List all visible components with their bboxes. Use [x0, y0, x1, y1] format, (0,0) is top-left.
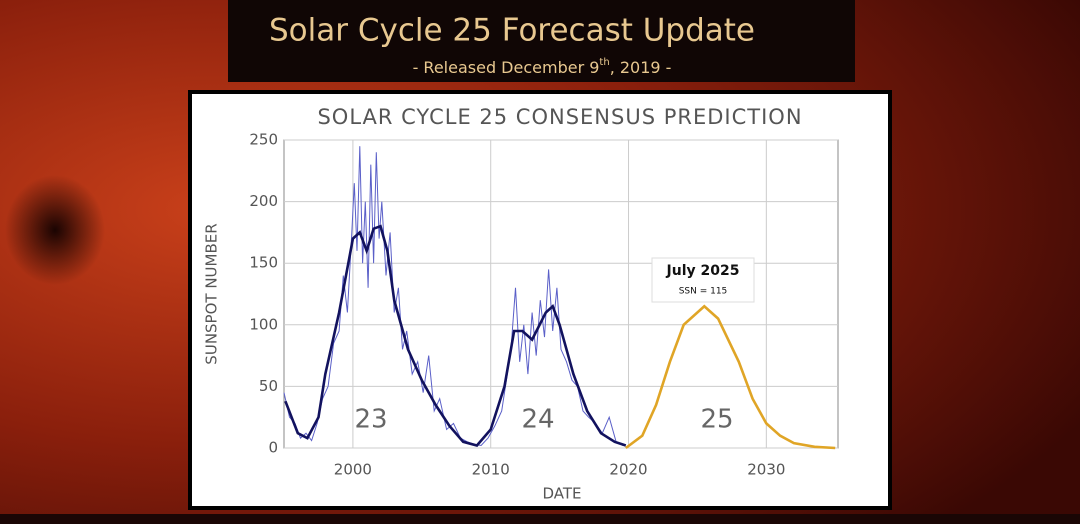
- cycle-label: 25: [700, 405, 733, 435]
- annotation-title: July 2025: [666, 263, 740, 279]
- x-tick-label: 2000: [334, 461, 372, 479]
- header-title: Solar Cycle 25 Forecast Update: [269, 13, 755, 49]
- cycle-label: 23: [354, 405, 387, 435]
- x-axis-label: DATE: [542, 485, 581, 503]
- header-subtitle: - Released December 9th, 2019 -: [413, 57, 672, 77]
- x-tick-label: 2010: [472, 461, 510, 479]
- series-line: [284, 224, 627, 447]
- x-tick-label: 2020: [609, 461, 647, 479]
- y-tick-label: 0: [268, 439, 278, 457]
- y-tick-label: 250: [249, 131, 278, 149]
- y-tick-label: 150: [249, 254, 278, 272]
- x-tick-label: 2030: [747, 461, 785, 479]
- plot: 0 50 100 150 200 250 2000 2010 2020 2030 23 24 25 Jul…: [249, 131, 839, 479]
- bottom-strip: [0, 514, 1080, 524]
- cycle-label: 24: [521, 405, 554, 435]
- chart-panel: [188, 90, 892, 510]
- sunspot: [5, 175, 105, 285]
- annotation-box: [651, 257, 755, 303]
- annotation-value: SSN = 115: [679, 287, 728, 297]
- y-tick-label: 100: [249, 315, 278, 333]
- y-tick-label: 50: [259, 377, 278, 395]
- header-box: [228, 0, 855, 82]
- y-tick-label: 200: [249, 192, 278, 210]
- y-axis-label: SUNSPOT NUMBER: [203, 223, 221, 364]
- series-line: [625, 304, 836, 450]
- chart-title: SOLAR CYCLE 25 CONSENSUS PREDICTION: [317, 105, 802, 129]
